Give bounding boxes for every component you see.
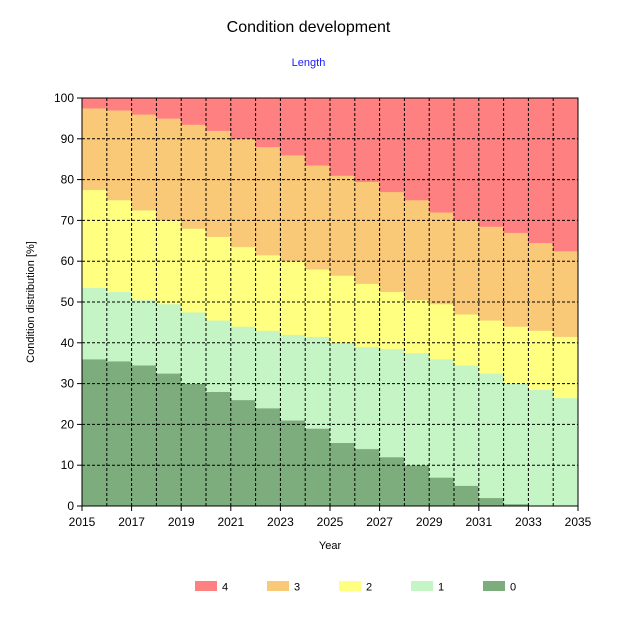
legend: 4 3 2 1 0 bbox=[195, 581, 516, 594]
x-tick-label: 2021 bbox=[217, 515, 244, 529]
x-tick-label: 2015 bbox=[69, 515, 96, 529]
legend-swatch-4 bbox=[195, 581, 217, 591]
legend-label-3: 3 bbox=[294, 582, 300, 594]
x-tick-label: 2033 bbox=[515, 515, 542, 529]
x-tick-label: 2029 bbox=[416, 515, 443, 529]
legend-label-1: 1 bbox=[438, 582, 444, 594]
legend-swatch-0 bbox=[483, 581, 505, 591]
y-tick-label: 50 bbox=[61, 295, 75, 309]
y-tick-label: 30 bbox=[61, 377, 75, 391]
x-tick-label: 2019 bbox=[168, 515, 195, 529]
x-tick-label: 2017 bbox=[118, 515, 145, 529]
y-tick-label: 80 bbox=[61, 173, 75, 187]
y-tick-label: 100 bbox=[54, 91, 74, 105]
x-tick-label: 2027 bbox=[366, 515, 393, 529]
y-axis-title: Condition distribution [%] bbox=[25, 241, 37, 363]
x-tick-label: 2031 bbox=[465, 515, 492, 529]
legend-label-4: 4 bbox=[222, 582, 228, 594]
y-tick-label: 40 bbox=[61, 336, 75, 350]
y-tick-label: 20 bbox=[61, 417, 75, 431]
legend-label-0: 0 bbox=[510, 582, 516, 594]
chart-title: Condition development bbox=[226, 19, 391, 36]
legend-label-2: 2 bbox=[366, 582, 372, 594]
legend-swatch-1 bbox=[411, 581, 433, 591]
axes: 0 10 20 30 40 50 60 70 80 90 100 2015 2017 2019 2021 20… bbox=[54, 91, 592, 529]
chart-subtitle: Length bbox=[291, 57, 326, 69]
y-tick-label: 0 bbox=[67, 499, 74, 513]
x-axis-title: Year bbox=[319, 540, 342, 552]
grid-lines bbox=[82, 98, 578, 506]
legend-swatch-3 bbox=[267, 581, 289, 591]
x-tick-label: 2023 bbox=[267, 515, 294, 529]
legend-swatch-2 bbox=[339, 581, 361, 591]
x-tick-label: 2025 bbox=[317, 515, 344, 529]
y-tick-label: 90 bbox=[61, 132, 75, 146]
y-tick-label: 60 bbox=[61, 254, 75, 268]
y-tick-label: 70 bbox=[61, 213, 75, 227]
y-tick-label: 10 bbox=[61, 458, 75, 472]
x-tick-label: 2035 bbox=[565, 515, 592, 529]
